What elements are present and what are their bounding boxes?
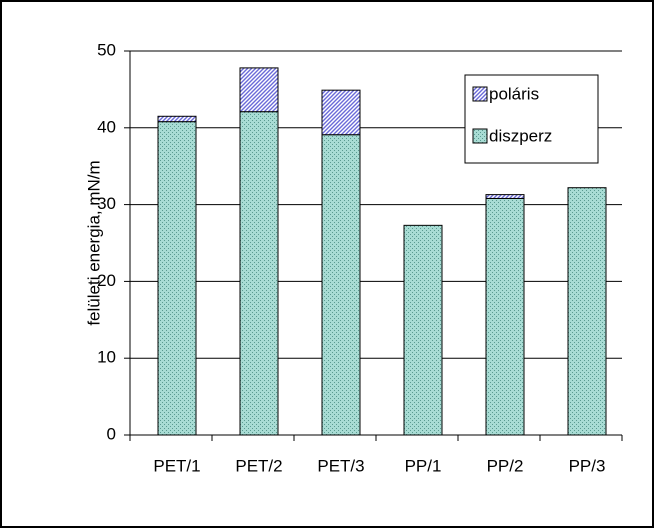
bar-segment (485, 197, 525, 436)
legend-swatch (472, 128, 488, 144)
legend-swatch (472, 86, 488, 102)
x-tick-label: PET/3 (317, 456, 364, 475)
y-tick-label: 20 (97, 271, 116, 290)
bar-segment (485, 194, 525, 199)
y-tick-label: 0 (107, 424, 116, 443)
x-tick-label: PP/2 (487, 456, 524, 475)
bar-segment (239, 111, 279, 436)
x-tick-label: PET/1 (153, 456, 200, 475)
x-tick-label: PP/3 (569, 456, 606, 475)
y-axis-label: felületi energia, mN/m (84, 160, 103, 325)
bar-segment (239, 67, 279, 113)
bar-segment (321, 89, 361, 136)
bar-segment (567, 187, 607, 436)
y-tick-label: 30 (97, 194, 116, 213)
bar-segment (321, 134, 361, 436)
legend-label: diszperz (489, 126, 552, 145)
bar-segment (403, 224, 443, 436)
bar-segment (157, 115, 197, 123)
y-tick-label: 10 (97, 348, 116, 367)
y-tick-label: 40 (97, 117, 116, 136)
bar-segment (157, 121, 197, 436)
x-tick-label: PET/2 (235, 456, 282, 475)
y-tick-label: 50 (97, 40, 116, 59)
x-tick-label: PP/1 (405, 456, 442, 475)
legend-label: poláris (489, 84, 539, 103)
